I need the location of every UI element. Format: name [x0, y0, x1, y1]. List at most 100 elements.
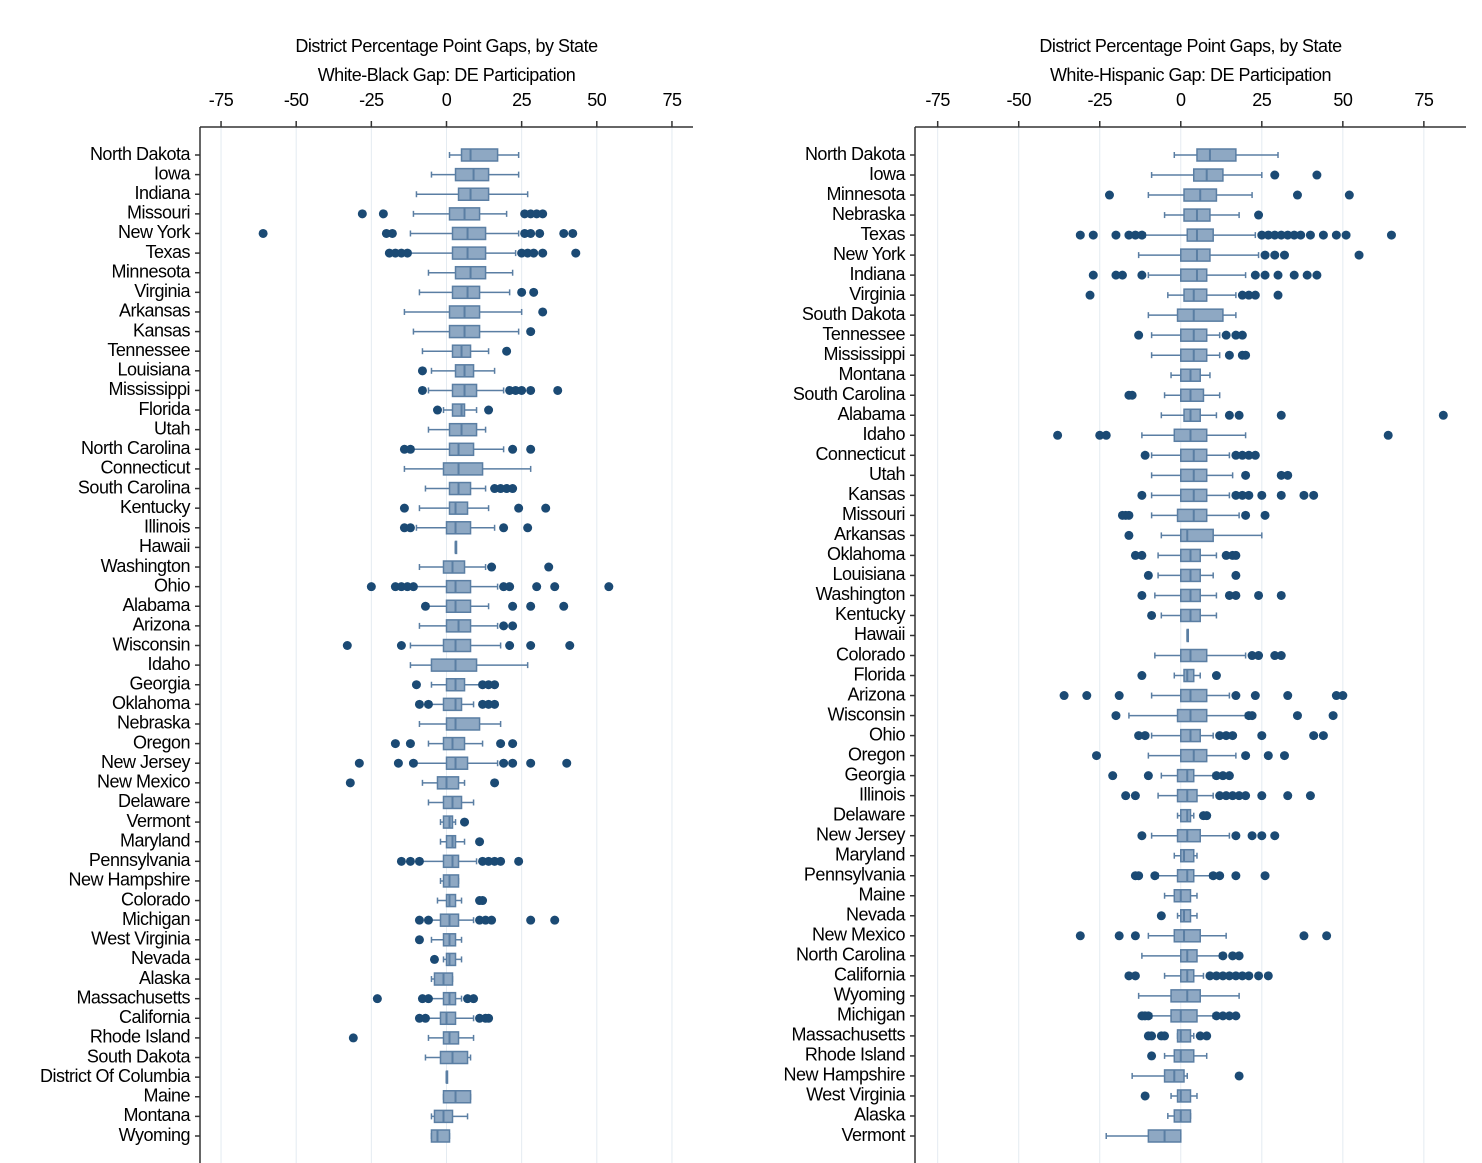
outlier [526, 228, 536, 238]
y-tick-label: South Carolina [78, 477, 192, 497]
box [457, 187, 490, 201]
x-tick-label: -50 [284, 90, 309, 110]
outlier [1114, 691, 1124, 701]
y-tick-label: Texas [145, 242, 190, 262]
y-tick-label: Illinois [859, 784, 906, 804]
outlier [490, 680, 500, 690]
outlier [484, 1013, 494, 1023]
outlier [1237, 290, 1247, 300]
outlier [1263, 971, 1273, 981]
outlier [1276, 490, 1286, 500]
outlier [1231, 691, 1241, 701]
outlier [420, 1013, 430, 1023]
y-tick-label: District Of Columbia [40, 1066, 192, 1086]
y-tick-label: Louisiana [117, 360, 191, 380]
outlier [1224, 410, 1234, 420]
outlier [538, 307, 548, 317]
outlier [1234, 951, 1244, 961]
outlier [526, 601, 536, 611]
outlier [1250, 270, 1260, 280]
outlier [1237, 971, 1247, 981]
outlier [529, 248, 539, 258]
outlier [496, 739, 506, 749]
outlier [1270, 250, 1280, 260]
outlier [417, 366, 427, 376]
outlier [354, 758, 364, 768]
outlier [1208, 871, 1218, 881]
outlier [1211, 671, 1221, 681]
box [445, 521, 472, 535]
outlier [1143, 1011, 1153, 1021]
box [448, 442, 475, 457]
outlier [538, 248, 548, 258]
outlier [258, 228, 268, 238]
outlier [508, 444, 518, 454]
outlier [496, 856, 506, 866]
outlier [508, 739, 518, 749]
y-tick-label: Indiana [134, 183, 191, 203]
box [1196, 148, 1237, 162]
outlier [1137, 490, 1147, 500]
y-tick-label: Texas [860, 224, 905, 244]
y-tick-label: Georgia [844, 764, 906, 784]
y-tick-label: Florida [853, 664, 906, 684]
y-tick-label: Virginia [134, 281, 191, 301]
outlier [526, 758, 536, 768]
outlier [1247, 711, 1257, 721]
outlier [1130, 971, 1140, 981]
outlier [1215, 791, 1225, 801]
box [460, 148, 499, 162]
outlier [508, 621, 518, 631]
outlier [499, 621, 509, 631]
outlier [469, 994, 479, 1004]
outlier [508, 758, 518, 768]
y-tick-label: Oregon [133, 732, 190, 752]
y-tick-label: Maryland [835, 844, 905, 864]
outlier [1231, 450, 1241, 460]
y-tick-label: Wyoming [834, 985, 905, 1005]
outlier [1244, 971, 1254, 981]
outlier [1228, 731, 1238, 741]
outlier [490, 699, 500, 709]
outlier [1231, 570, 1241, 580]
outlier [478, 896, 488, 906]
outlier [1260, 510, 1270, 520]
box [1176, 768, 1195, 783]
outlier [357, 209, 367, 219]
box [1173, 929, 1201, 943]
box [451, 226, 487, 241]
outlier [1283, 691, 1293, 701]
chart-subtitle: White-Hispanic Gap: DE Participation [1050, 65, 1331, 85]
outlier [1130, 230, 1140, 240]
outlier [366, 582, 376, 592]
outlier [532, 582, 542, 592]
outlier [417, 385, 427, 395]
y-tick-label: Colorado [121, 889, 191, 909]
box [445, 599, 472, 614]
outlier [1224, 1011, 1234, 1021]
box [1176, 508, 1208, 523]
outlier [526, 385, 536, 395]
outlier [1215, 871, 1225, 881]
outlier [1156, 911, 1166, 921]
x-tick-label: 0 [1176, 90, 1186, 110]
outlier [1341, 230, 1351, 240]
y-tick-label: Nebraska [832, 204, 907, 224]
outlier [487, 915, 497, 925]
outlier [1305, 230, 1315, 240]
outlier [1127, 390, 1137, 400]
y-tick-label: Alaska [854, 1105, 907, 1125]
outlier [526, 327, 536, 337]
outlier [1312, 170, 1322, 180]
outlier [1386, 230, 1396, 240]
outlier [1221, 791, 1231, 801]
y-tick-label: Michigan [122, 909, 190, 929]
outlier [1318, 731, 1328, 741]
y-tick-label: Iowa [154, 163, 192, 183]
outlier [1273, 270, 1283, 280]
box [1180, 688, 1208, 703]
outlier [1289, 270, 1299, 280]
box [442, 638, 472, 653]
outlier [508, 484, 518, 494]
outlier [1263, 230, 1273, 240]
